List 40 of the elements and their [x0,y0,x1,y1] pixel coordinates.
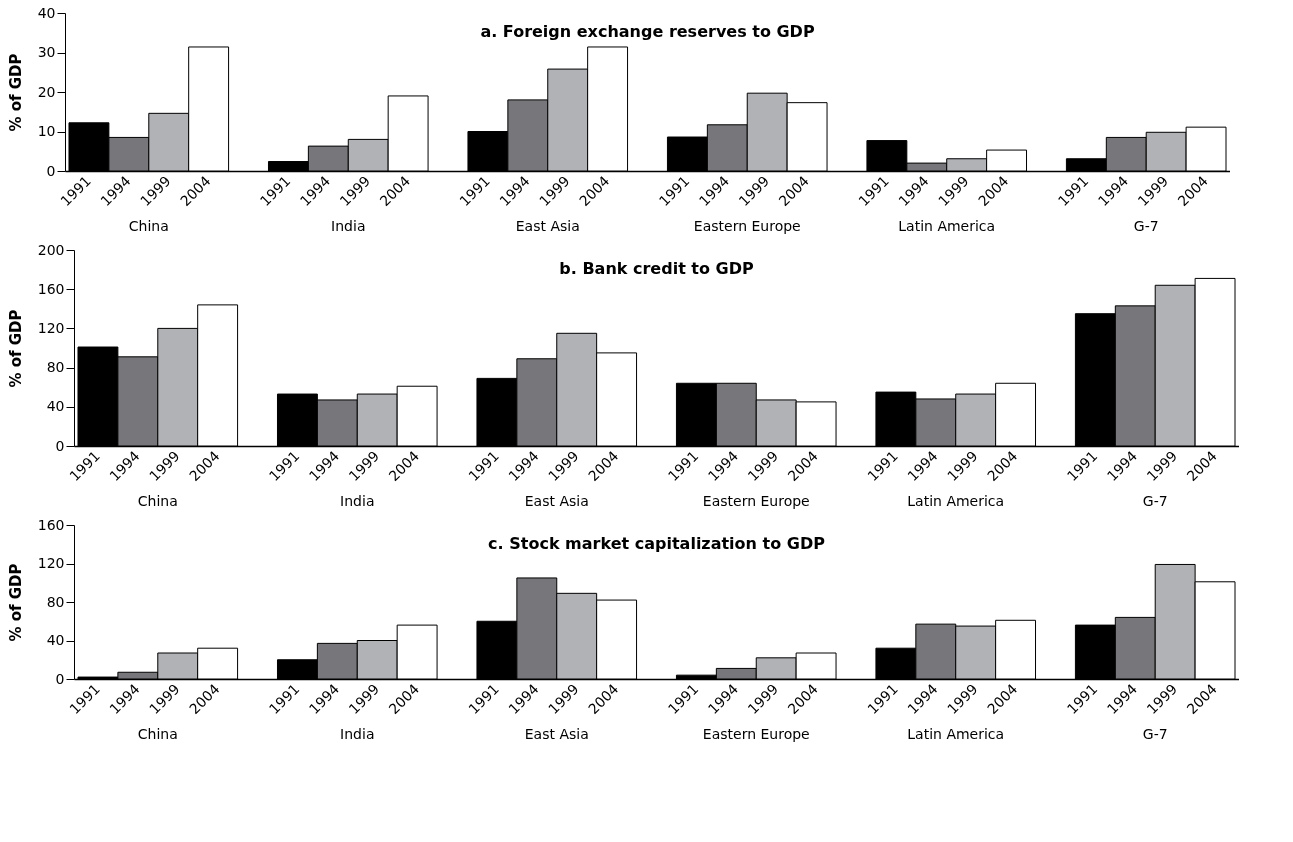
y-tick-label: 80 [46,593,65,610]
text: a. Foreign exchange reserves to GDP [480,22,815,41]
y-axis-title: % of GDP [6,53,25,132]
y-tick-label: 120 [37,555,65,571]
x-tick-label: East Asia [515,217,580,234]
x-tick-label: Eastern Europe [693,217,801,234]
x-tick-label: East Asia [524,492,589,509]
y-tick-label: 0 [46,162,56,179]
x-tick-label: G-7 [1133,217,1159,234]
x-tick-label: G-7 [1142,492,1168,509]
y-tick-label: 40 [37,4,56,21]
y-tick-label: 80 [46,359,65,376]
y-tick-label: 40 [46,398,65,415]
y-tick-label: 120 [37,319,65,336]
x-tick-label: China [137,492,178,509]
x-tick-label: Latin America [907,492,1005,509]
y-tick-label: 10 [37,123,56,139]
y-tick-label: 160 [37,516,65,533]
x-tick-label: China [128,217,169,234]
y-axis-title: % of GDP [6,309,25,388]
x-tick-label: India [340,725,375,742]
text: b. Bank credit to GDP [559,259,754,278]
x-tick-label: Eastern Europe [702,725,810,742]
x-tick-label: East Asia [524,725,589,742]
x-tick-label: India [331,217,366,234]
x-tick-label: Eastern Europe [702,492,810,509]
y-tick-label: 0 [55,437,65,454]
y-tick-label: 0 [55,670,65,687]
y-tick-label: 160 [37,280,65,297]
x-tick-label: Latin America [898,217,996,234]
x-tick-label: China [137,725,178,742]
y-tick-label: 20 [37,83,56,100]
y-axis-title: % of GDP [6,563,25,642]
x-tick-label: Latin America [907,725,1005,742]
text: c. Stock market capitalization to GDP [488,534,826,553]
x-tick-label: G-7 [1142,725,1168,742]
y-tick-label: 40 [46,632,65,648]
y-tick-label: 30 [37,44,56,60]
x-tick-label: India [340,492,375,509]
y-tick-label: 200 [37,241,65,258]
